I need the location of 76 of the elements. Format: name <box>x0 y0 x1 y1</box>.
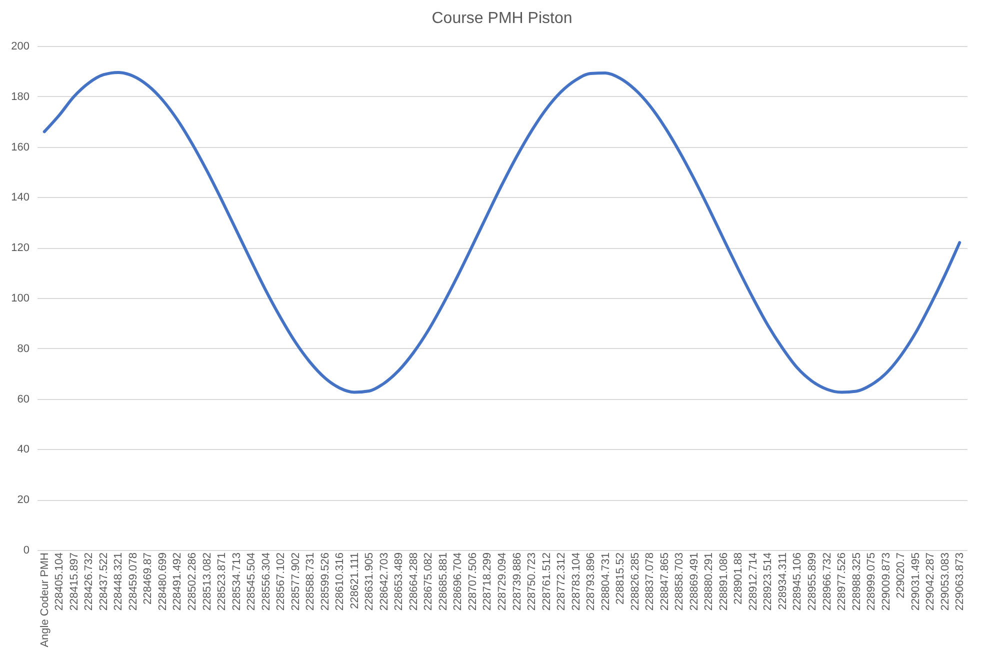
x-tick-label: 228577.902 <box>290 552 302 611</box>
x-tick-label: 228480.699 <box>156 552 169 611</box>
x-tick-label: 228977.526 <box>836 552 848 611</box>
x-tick-label: 229020.7 <box>895 552 908 598</box>
x-tick-label: 228545.504 <box>246 552 258 611</box>
x-tick-label: 228588.731 <box>304 552 317 611</box>
x-tick-label: Angle Codeur PMH <box>38 552 51 648</box>
y-tick-label: 120 <box>11 242 30 254</box>
x-tick-label: 228653.489 <box>393 552 406 611</box>
chart-title: Course PMH Piston <box>432 10 572 27</box>
x-tick-label: 228707.506 <box>466 552 479 611</box>
x-tick-label: 228685.881 <box>437 552 450 611</box>
x-tick-label: 228664.288 <box>408 552 420 611</box>
x-tick-label: 228869.491 <box>688 552 700 611</box>
x-tick-label: 229063.873 <box>954 552 966 611</box>
x-tick-label: 228999.075 <box>866 552 878 611</box>
x-tick-label: 228405.104 <box>54 552 66 611</box>
x-tick-label: 228502.286 <box>186 552 198 611</box>
x-tick-label: 228793.896 <box>585 552 598 611</box>
x-tick-label: 228815.52 <box>614 552 627 604</box>
x-tick-label: 228448.321 <box>112 552 125 611</box>
x-tick-label: 228599.526 <box>319 552 332 611</box>
x-tick-label: 228966.732 <box>821 552 834 611</box>
x-tick-label: 228459.078 <box>127 552 140 611</box>
x-tick-label: 228696.704 <box>452 552 464 611</box>
x-tick-label: 228567.102 <box>275 552 288 611</box>
x-tick-label: 228621.111 <box>348 552 361 609</box>
x-tick-label: 228891.086 <box>718 552 730 611</box>
x-tick-label: 228675.082 <box>422 552 435 611</box>
x-tick-label: 228469.87 <box>142 552 154 604</box>
x-tick-label: 228934.311 <box>776 552 789 610</box>
x-tick-label: 228945.106 <box>792 552 804 611</box>
x-tick-label: 228837.078 <box>644 552 656 611</box>
x-tick-label: 228880.291 <box>703 552 716 611</box>
line-series <box>42 70 962 394</box>
x-tick-label: 228739.886 <box>511 552 524 611</box>
x-tick-label: 228826.285 <box>629 552 642 611</box>
y-tick-label: 160 <box>11 141 30 154</box>
y-tick-label: 20 <box>17 494 30 506</box>
x-tick-label: 228556.304 <box>260 552 272 611</box>
x-tick-label: 228901.88 <box>732 552 745 604</box>
x-tick-label: 228631.905 <box>364 552 376 611</box>
x-tick-label: 228610.316 <box>334 552 346 611</box>
x-tick-label: 229042.287 <box>924 552 937 611</box>
x-tick-label: 228783.104 <box>570 552 582 611</box>
x-tick-label: 228955.899 <box>806 552 818 611</box>
x-tick-label: 228729.094 <box>496 552 508 611</box>
y-tick-label: 100 <box>11 292 30 304</box>
y-tick-label: 0 <box>23 544 30 556</box>
y-tick-label: 140 <box>11 192 30 204</box>
x-tick-label: 228750.723 <box>526 552 538 611</box>
x-tick-label: 228858.703 <box>674 552 686 611</box>
x-tick-label: 228923.514 <box>762 552 774 611</box>
x-tick-label: 228772.312 <box>556 552 568 611</box>
y-tick-label: 200 <box>11 40 30 52</box>
y-tick-label: 180 <box>11 90 30 103</box>
y-tick-label: 60 <box>17 393 30 406</box>
x-tick-label: 228761.512 <box>540 552 553 611</box>
x-tick-label: 228426.732 <box>83 552 96 611</box>
x-tick-label: 228804.731 <box>600 552 612 611</box>
x-tick-label: 228415.897 <box>68 552 80 611</box>
x-tick-label: 228523.871 <box>216 552 228 611</box>
x-tick-label: 229009.873 <box>880 552 892 611</box>
y-tick-label: 80 <box>17 342 30 355</box>
x-tick-label: 228491.492 <box>172 552 184 611</box>
x-tick-label: 229053.083 <box>939 552 952 611</box>
y-tick-label: 40 <box>17 444 30 456</box>
x-tick-label: 228718.299 <box>482 552 494 611</box>
x-tick-label: 228534.713 <box>230 552 243 611</box>
x-tick-label: 228988.325 <box>850 552 863 611</box>
x-tick-label: 228912.714 <box>747 552 760 611</box>
x-tick-label: 228847.865 <box>658 552 671 611</box>
x-tick-label: 228513.082 <box>201 552 214 611</box>
x-tick-label: 229031.495 <box>910 552 922 611</box>
x-tick-label: 228642.703 <box>378 552 390 611</box>
x-tick-label: 228437.522 <box>98 552 110 611</box>
